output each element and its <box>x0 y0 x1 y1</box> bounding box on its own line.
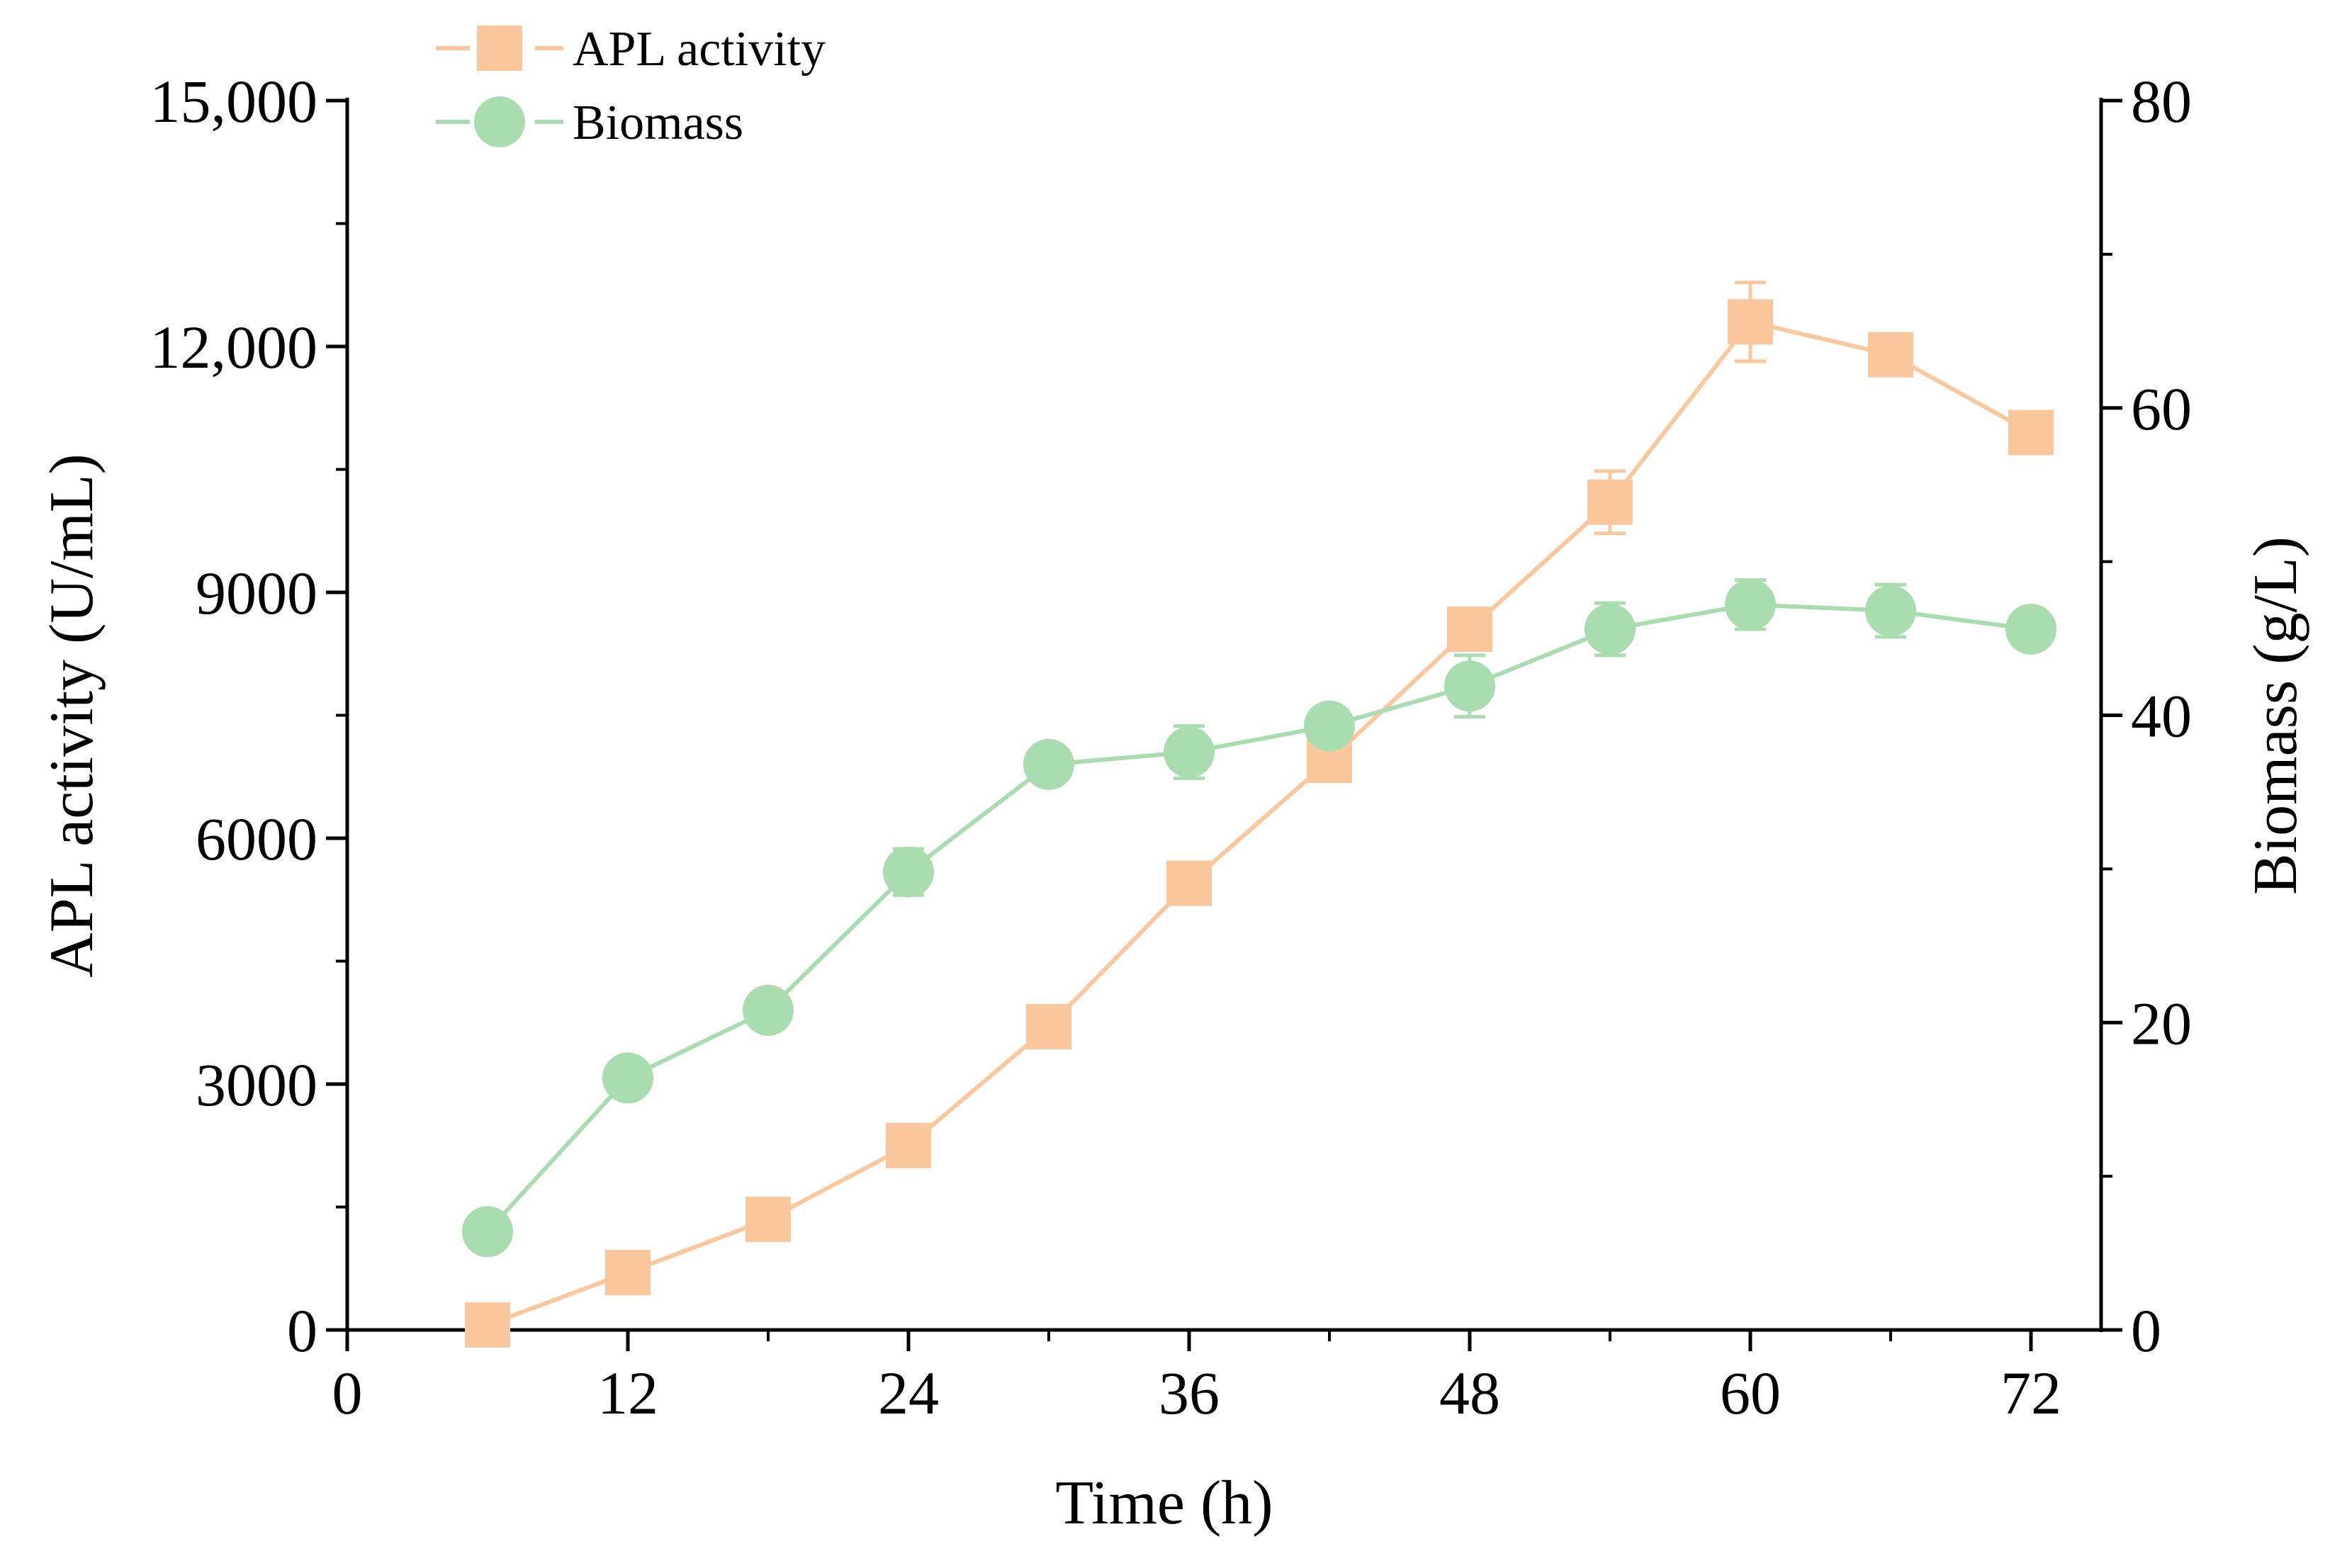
data-point-apl-activity <box>1587 479 1633 525</box>
y-right-tick-label-80: 80 <box>2131 67 2192 135</box>
data-point-biomass <box>1865 585 1916 637</box>
data-point-biomass <box>743 984 794 1036</box>
data-point-biomass <box>2005 604 2056 655</box>
x-tick-label-0: 0 <box>332 1359 363 1427</box>
series-layer <box>462 281 2056 1348</box>
data-point-apl-activity <box>605 1250 651 1296</box>
axes-layer: 0 12 24 36 48 60 72 0 3000 6000 9000 12,000 15,000 0 2… <box>150 67 2193 1427</box>
data-point-biomass <box>602 1052 653 1104</box>
data-point-biomass <box>1725 579 1776 631</box>
y-left-tick-label-15000: 15,000 <box>150 67 318 135</box>
data-point-apl-activity <box>465 1302 510 1348</box>
series-apl-activity <box>465 281 2054 1348</box>
data-point-biomass <box>1023 738 1074 790</box>
data-point-biomass <box>462 1206 513 1258</box>
data-point-apl-activity <box>1868 332 1913 378</box>
y-left-tick-label-0: 0 <box>287 1297 317 1365</box>
data-point-biomass <box>1304 700 1355 752</box>
legend-item-apl-activity: APL activity <box>436 22 826 77</box>
x-tick-label-36: 36 <box>1159 1359 1220 1427</box>
x-tick-label-24: 24 <box>878 1359 939 1427</box>
legend-label-biomass: Biomass <box>573 96 743 150</box>
data-point-apl-activity <box>1166 860 1212 906</box>
y-left-tick-label-3000: 3000 <box>196 1051 317 1119</box>
series-line-biomass <box>485 602 2032 1234</box>
x-axis-label: Time (h) <box>1055 1469 1273 1538</box>
y-left-tick-label-6000: 6000 <box>196 805 317 873</box>
legend-marker-apl-activity <box>477 26 522 71</box>
x-tick-label-72: 72 <box>2000 1359 2061 1427</box>
legend-label-apl-activity: APL activity <box>573 22 826 77</box>
y-right-tick-label-0: 0 <box>2131 1297 2161 1365</box>
x-tick-label-48: 48 <box>1439 1359 1500 1427</box>
data-point-apl-activity <box>1447 607 1492 653</box>
series-line-apl-activity <box>486 320 2032 1327</box>
data-point-apl-activity <box>745 1196 791 1242</box>
data-point-biomass <box>1444 660 1495 712</box>
x-tick-label-60: 60 <box>1720 1359 1781 1427</box>
data-point-apl-activity <box>1026 1004 1071 1050</box>
legend-marker-biomass <box>474 96 525 147</box>
y-axis-right-label: Biomass (g/L) <box>2241 536 2310 895</box>
data-point-biomass <box>883 846 934 898</box>
data-point-biomass <box>1164 726 1215 778</box>
y-right-tick-label-40: 40 <box>2131 682 2192 750</box>
legend: APL activity Biomass <box>436 22 826 150</box>
y-axis-left-label: APL activity (U/mL) <box>38 453 106 978</box>
y-right-tick-label-20: 20 <box>2131 989 2192 1057</box>
series-biomass <box>462 578 2056 1258</box>
data-point-apl-activity <box>2008 410 2054 456</box>
x-tick-label-12: 12 <box>597 1359 658 1427</box>
legend-item-biomass: Biomass <box>436 96 743 150</box>
data-point-biomass <box>1585 604 1636 655</box>
data-point-apl-activity <box>1728 299 1773 345</box>
y-left-tick-label-9000: 9000 <box>196 559 317 627</box>
data-point-apl-activity <box>886 1122 931 1168</box>
y-left-tick-label-12000: 12,000 <box>150 313 318 381</box>
y-right-tick-label-60: 60 <box>2131 375 2192 443</box>
